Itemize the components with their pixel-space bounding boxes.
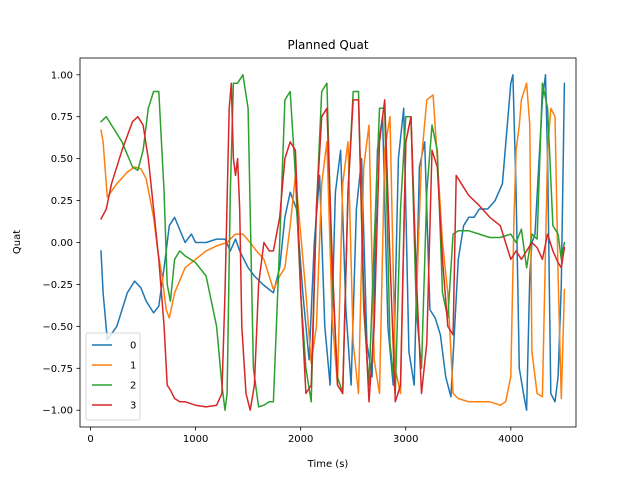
x-tick-label: 4000 (498, 434, 523, 445)
x-tick-label: 1000 (183, 434, 208, 445)
legend-label-3: 3 (130, 401, 136, 412)
y-tick-label: 0.25 (51, 196, 73, 207)
x-axis-label: Time (s) (307, 459, 349, 470)
y-tick-label: −1.00 (42, 406, 73, 417)
ticks-layer: 0 1000 2000 3000 4000 −1.00 −0.75 −0.50 −0.25 0.0… (42, 70, 523, 445)
legend-label-2: 2 (130, 381, 136, 392)
legend-entries: 0 1 2 3 (92, 341, 136, 412)
y-tick-label: −0.25 (42, 280, 73, 291)
y-tick-label: 1.00 (51, 70, 73, 81)
x-tick-label: 0 (87, 434, 93, 445)
legend-box (85, 332, 141, 421)
series-line-0 (100, 74, 566, 411)
legend-label-0: 0 (130, 341, 136, 352)
series-line-3 (100, 82, 566, 411)
series-layer (100, 74, 566, 411)
y-tick-label: 0.00 (51, 238, 73, 249)
y-tick-label: 0.75 (51, 112, 73, 123)
x-tick-label: 2000 (288, 434, 313, 445)
legend-label-1: 1 (130, 361, 136, 372)
y-axis-label: Quat (12, 230, 23, 254)
series-line-1 (100, 82, 566, 406)
series-line-2 (100, 74, 566, 411)
y-tick-label: −0.50 (42, 322, 73, 333)
legend: 0 1 2 3 (85, 332, 141, 421)
y-tick-label: −0.75 (42, 364, 73, 375)
y-tick-label: 0.50 (51, 154, 73, 165)
chart-title: Planned Quat (287, 38, 368, 52)
x-tick-label: 3000 (393, 434, 418, 445)
